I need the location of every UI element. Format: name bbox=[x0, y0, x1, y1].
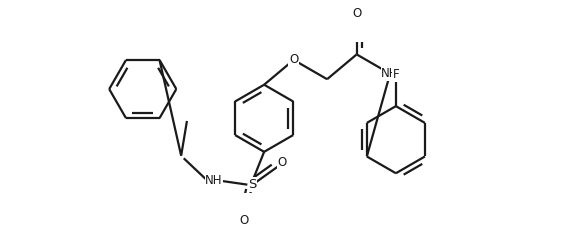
Text: F: F bbox=[393, 68, 399, 81]
Text: S: S bbox=[248, 178, 257, 191]
Text: O: O bbox=[289, 53, 298, 66]
Text: NH: NH bbox=[205, 174, 223, 187]
Text: NH: NH bbox=[382, 67, 399, 80]
Text: O: O bbox=[352, 7, 361, 20]
Text: O: O bbox=[239, 214, 248, 226]
Text: O: O bbox=[278, 156, 287, 169]
